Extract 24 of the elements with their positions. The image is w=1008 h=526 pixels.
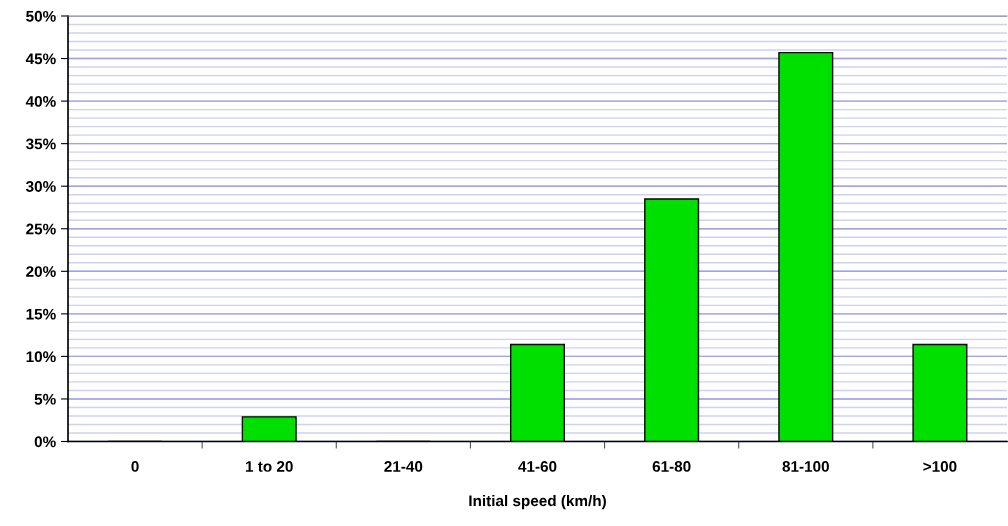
x-tick-label: >100 <box>923 461 957 472</box>
y-tick-label: 35% <box>25 138 56 150</box>
y-tick-label: 10% <box>26 351 56 363</box>
y-tick-label: 0% <box>34 436 56 448</box>
bar <box>509 343 566 442</box>
y-tick-label: 5% <box>34 393 56 405</box>
x-axis-title: Initial speed (km/h) <box>469 494 606 510</box>
bar <box>912 343 968 442</box>
x-tick-label: 61-80 <box>652 461 691 472</box>
y-tick-label: 25% <box>26 223 56 235</box>
y-tick-label: 20% <box>26 266 56 277</box>
y-tick-label: 45% <box>25 53 56 65</box>
y-tick-label: 40% <box>25 95 56 107</box>
x-tick-label: 41-60 <box>518 461 557 472</box>
y-tick-label: 30% <box>25 181 56 192</box>
bar <box>241 416 297 442</box>
y-tick-label: 50% <box>26 10 56 22</box>
bar <box>644 198 700 442</box>
x-tick-label: 81-100 <box>782 461 829 472</box>
y-tick-label: 15% <box>26 308 56 320</box>
bar <box>778 51 834 442</box>
x-tick-label: 21-40 <box>384 461 423 472</box>
x-tick-label: 0 <box>131 461 139 472</box>
x-tick-label: 1 to 20 <box>245 461 293 472</box>
